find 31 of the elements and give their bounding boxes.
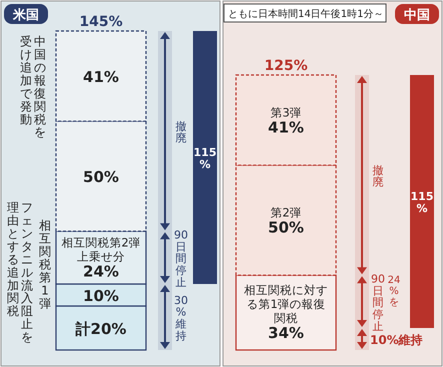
data-label: 50% [83, 168, 119, 186]
data-label: 34% [268, 324, 304, 342]
series-label: 第3弾 [270, 106, 302, 120]
data-label: 計20% [74, 320, 126, 338]
annotation: 24%を [388, 275, 400, 308]
band-label: 90日間停止 [174, 228, 188, 289]
text: ともに日本時間14日午後1時1分～ [228, 8, 384, 20]
data-label: 41% [83, 68, 119, 86]
chart-title: 中国 [404, 8, 430, 23]
data-label: 50% [268, 218, 304, 237]
total-label: 145% [79, 14, 123, 30]
band-label: 10%維持 [370, 333, 423, 347]
data-label: 24% [83, 262, 119, 281]
annotation: 相互関税第1弾 [39, 218, 51, 310]
band-label: 115% [194, 146, 216, 172]
text: 理由とする追加関税 [7, 200, 19, 318]
series-label: 相互関税に対する第1弾の報復関税 [244, 283, 328, 326]
band-label: 90日間停止 [371, 272, 385, 333]
text: フェンタニル流入阻止を [21, 200, 33, 344]
series-label: 第2弾 [270, 206, 302, 220]
band-label: 30%維持 [174, 294, 188, 342]
chart-title: 米国 [12, 8, 39, 23]
data-label: 41% [268, 118, 304, 137]
data-label: 10% [83, 287, 119, 305]
series-label: 相互関税第2弾上乗せ分 [61, 236, 141, 264]
annotation: 中国の報復関税を [34, 34, 46, 140]
band-label: 115% [410, 190, 434, 216]
band-label: 撤廃 [176, 120, 186, 145]
annotation: 受け追加で発動 [20, 34, 33, 126]
total-label: 125% [264, 58, 308, 74]
band-label: 撤廃 [372, 164, 384, 189]
